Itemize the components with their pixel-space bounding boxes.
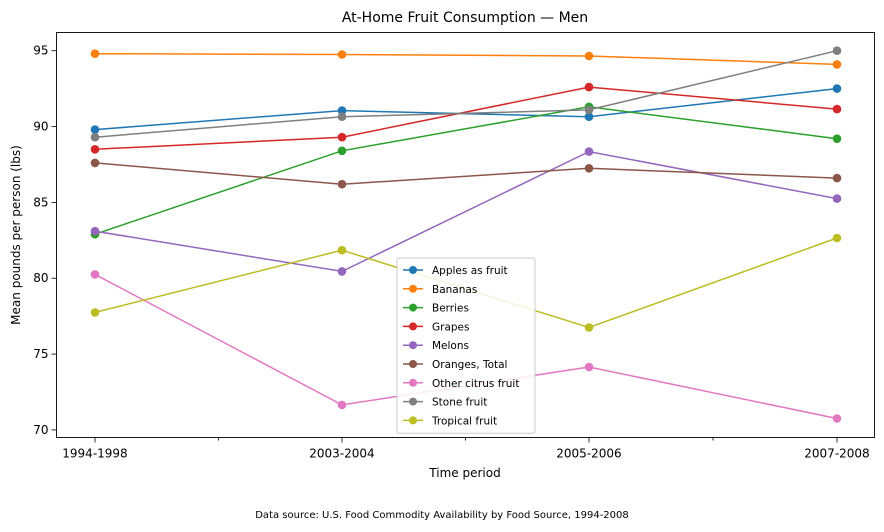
data-point	[90, 270, 100, 279]
y-tick-label: 95	[33, 44, 48, 58]
data-point	[337, 50, 347, 59]
legend-label: Tropical fruit	[431, 415, 497, 427]
series-1	[90, 49, 842, 69]
data-point	[832, 173, 842, 183]
data-point	[832, 134, 842, 143]
data-point	[832, 194, 842, 203]
chart-title: At-Home Fruit Consumption — Men	[342, 10, 588, 26]
legend-label: Berries	[432, 303, 469, 315]
data-point	[337, 245, 347, 255]
data-point	[832, 46, 842, 55]
series-line	[94, 106, 838, 235]
legend-label: Stone fruit	[432, 397, 487, 409]
legend-label: Bananas	[432, 284, 477, 296]
data-point	[337, 146, 347, 156]
data-point	[90, 125, 100, 134]
y-axis: 70 75 80 85 90 95	[33, 44, 57, 437]
data-point	[90, 226, 100, 236]
series-line	[94, 49, 838, 138]
data-point	[584, 105, 594, 115]
legend-marker	[409, 360, 417, 368]
legend-label: Grapes	[432, 321, 469, 333]
data-point	[337, 132, 347, 142]
legend-marker	[409, 416, 417, 425]
x-axis: 1994-1998 2003-2004 2005-2006 2007-2008	[62, 437, 870, 461]
y-axis-label: Mean pounds per person (lbs)	[9, 145, 23, 325]
data-point	[584, 51, 594, 61]
data-point	[832, 414, 842, 423]
x-tick-label: 1994-1998	[62, 447, 127, 461]
data-point	[90, 49, 100, 58]
legend-label: Apples as fruit	[432, 265, 508, 277]
legend-marker	[409, 341, 417, 350]
line-chart: At-Home Fruit Consumption — Men 1994-199…	[9, 10, 875, 480]
series-4	[90, 147, 842, 276]
y-tick-label: 70	[33, 423, 48, 437]
legend-marker	[409, 378, 417, 387]
data-point	[90, 132, 100, 142]
x-axis-label: Time period	[428, 466, 500, 480]
series-line	[94, 52, 838, 66]
y-tick-label: 85	[33, 195, 48, 209]
legend-label: Oranges, Total	[432, 359, 507, 371]
y-tick-label: 80	[33, 271, 48, 285]
series-line	[94, 87, 838, 131]
x-tick-label: 2005-2006	[556, 447, 621, 461]
legend-marker	[409, 397, 417, 406]
data-point	[337, 400, 347, 410]
series-3	[90, 82, 842, 154]
series-2	[90, 102, 842, 239]
data-point	[90, 145, 100, 154]
legend-box	[396, 257, 536, 434]
data-point	[584, 362, 594, 372]
data-point	[584, 82, 594, 92]
legend-marker	[409, 303, 417, 312]
series-5	[90, 158, 842, 189]
y-tick-label: 90	[33, 120, 48, 134]
data-point	[337, 267, 347, 276]
legend-marker	[409, 266, 417, 274]
data-point	[832, 104, 842, 114]
data-point	[584, 164, 594, 173]
legend: Apples as fruit Bananas Berries Grapes Melon…	[396, 257, 536, 434]
legend-label: Melons	[432, 340, 469, 352]
series-line	[94, 86, 838, 151]
y-tick-label: 75	[33, 347, 48, 361]
data-point	[584, 147, 594, 156]
legend-marker	[409, 284, 417, 293]
legend-marker	[409, 322, 417, 331]
series-line	[94, 162, 838, 185]
data-point	[337, 106, 347, 115]
data-point	[584, 112, 594, 121]
data-point	[90, 158, 100, 168]
series-7	[90, 46, 842, 142]
data-point	[584, 323, 594, 332]
data-source-caption: Data source: U.S. Food Commodity Availab…	[255, 510, 629, 521]
legend-label: Other citrus fruit	[432, 378, 519, 390]
data-point	[337, 179, 347, 189]
data-point	[832, 60, 842, 69]
data-point	[90, 308, 100, 317]
x-tick-label: 2003-2004	[309, 447, 374, 461]
data-point	[337, 112, 347, 121]
data-point	[832, 233, 842, 243]
series-0	[90, 84, 842, 134]
series-line	[94, 150, 838, 273]
x-tick-label: 2007-2008	[804, 447, 869, 461]
data-point	[832, 84, 842, 93]
